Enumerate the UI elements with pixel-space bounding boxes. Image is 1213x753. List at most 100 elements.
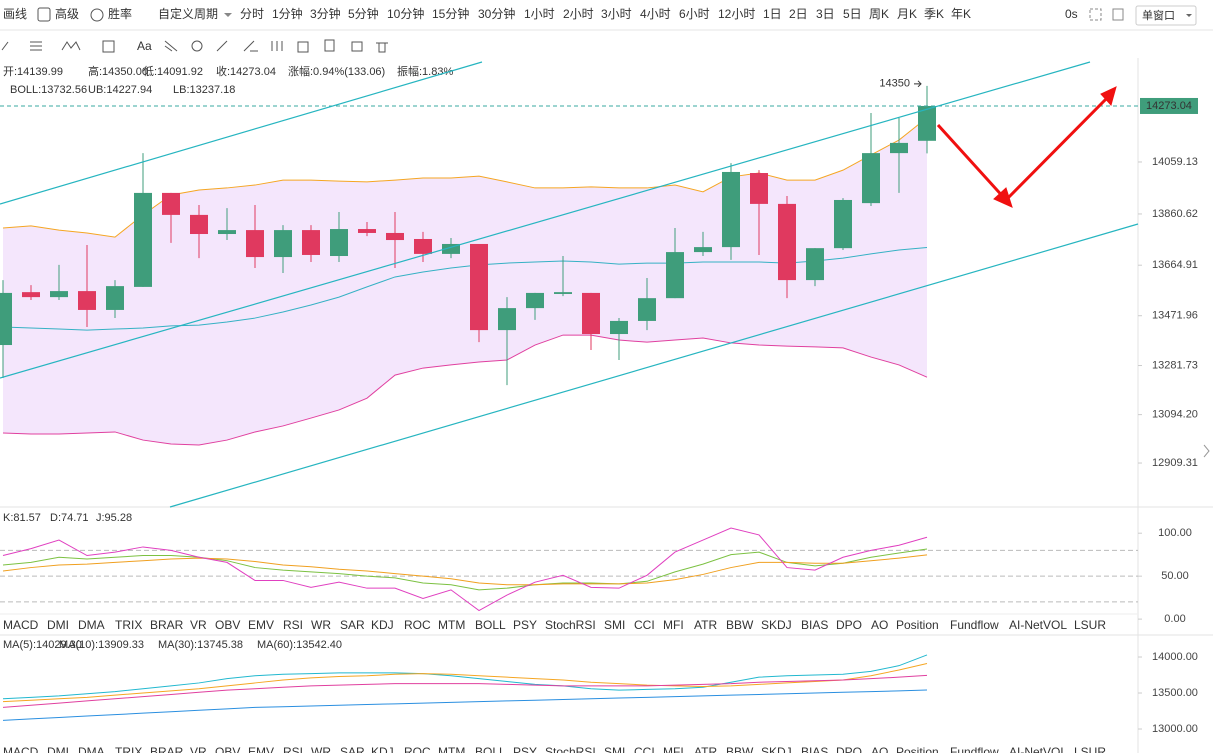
tool-icon[interactable] bbox=[351, 41, 363, 52]
tool-icon[interactable] bbox=[216, 40, 228, 52]
tool-icon[interactable] bbox=[271, 41, 283, 51]
indicator-tab[interactable]: Position bbox=[896, 745, 939, 753]
indicator-tab[interactable]: AO bbox=[871, 618, 888, 632]
indicator-tab[interactable]: RSI bbox=[283, 618, 303, 632]
indicator-tab[interactable]: BOLL bbox=[475, 618, 506, 632]
period-button[interactable]: 3分钟 bbox=[310, 6, 341, 21]
indicator-tab[interactable]: MFI bbox=[663, 618, 684, 632]
period-button[interactable]: 1小时 bbox=[524, 7, 555, 21]
indicator-tab[interactable]: VR bbox=[190, 618, 207, 632]
custom-period-button[interactable]: 自定义周期 bbox=[158, 6, 218, 21]
period-button[interactable]: 2日 bbox=[789, 7, 808, 21]
indicator-tab[interactable]: MACD bbox=[3, 618, 39, 632]
indicator-tab[interactable]: ROC bbox=[404, 745, 431, 753]
indicator-tab[interactable]: StochRSI bbox=[545, 618, 596, 632]
indicator-tab[interactable]: SMI bbox=[604, 745, 625, 753]
period-button[interactable]: 周K bbox=[869, 7, 889, 21]
period-button[interactable]: 30分钟 bbox=[478, 6, 515, 21]
advanced-button[interactable]: 高级 bbox=[55, 6, 79, 21]
indicator-tab[interactable]: BBW bbox=[726, 618, 754, 632]
indicator-tab[interactable]: ROC bbox=[404, 618, 431, 632]
indicator-tab[interactable]: DPO bbox=[836, 618, 862, 632]
indicator-tab[interactable]: LSUR bbox=[1074, 745, 1106, 753]
period-button[interactable]: 月K bbox=[897, 7, 917, 21]
draw-button[interactable]: 画线 bbox=[3, 7, 27, 21]
period-button[interactable]: 3小时 bbox=[601, 7, 632, 21]
period-button[interactable]: 分时 bbox=[240, 7, 264, 21]
tool-icon[interactable] bbox=[30, 41, 42, 51]
tool-icon[interactable] bbox=[61, 41, 81, 51]
indicator-tab[interactable]: PSY bbox=[513, 618, 537, 632]
tool-icon[interactable] bbox=[297, 41, 309, 53]
indicator-tab[interactable]: CCI bbox=[634, 618, 655, 632]
indicator-tab[interactable]: KDJ bbox=[371, 745, 394, 753]
tool-icon[interactable] bbox=[376, 42, 388, 53]
indicator-tab[interactable]: Fundflow bbox=[950, 618, 999, 632]
indicator-tab[interactable]: LSUR bbox=[1074, 618, 1106, 632]
period-button[interactable]: 10分钟 bbox=[387, 6, 424, 21]
indicator-tab[interactable]: VR bbox=[190, 745, 207, 753]
screenshot-icon[interactable] bbox=[1112, 8, 1124, 21]
indicator-tab[interactable]: Fundflow bbox=[950, 745, 999, 753]
indicator-tab[interactable]: SKDJ bbox=[761, 745, 792, 753]
indicator-tab[interactable]: CCI bbox=[634, 745, 655, 753]
indicator-tab[interactable]: DMI bbox=[47, 618, 69, 632]
indicator-tab[interactable]: DPO bbox=[836, 745, 862, 753]
period-button[interactable]: 15分钟 bbox=[432, 6, 469, 21]
period-button[interactable]: 3日 bbox=[816, 7, 835, 21]
indicator-tab[interactable]: DMA bbox=[78, 618, 105, 632]
indicator-tab[interactable]: SMI bbox=[604, 618, 625, 632]
indicator-tab[interactable]: SKDJ bbox=[761, 618, 792, 632]
indicator-tab[interactable]: DMI bbox=[47, 745, 69, 753]
indicator-tab[interactable]: Position bbox=[896, 618, 939, 632]
indicator-tab[interactable]: AI-NetVOL bbox=[1009, 618, 1067, 632]
tool-icon[interactable] bbox=[164, 40, 178, 52]
indicator-tab[interactable]: WR bbox=[311, 618, 331, 632]
period-button[interactable]: 1分钟 bbox=[272, 6, 303, 21]
indicator-tab[interactable]: EMV bbox=[248, 745, 274, 753]
period-button[interactable]: 年K bbox=[951, 7, 971, 21]
period-button[interactable]: 5分钟 bbox=[348, 6, 379, 21]
indicator-tab[interactable]: BIAS bbox=[801, 745, 828, 753]
period-button[interactable]: 季K bbox=[924, 7, 944, 21]
tool-icon[interactable] bbox=[1, 41, 9, 51]
period-button[interactable]: 2小时 bbox=[563, 7, 594, 21]
period-button[interactable]: 5日 bbox=[843, 7, 862, 21]
period-button[interactable]: 4小时 bbox=[640, 7, 671, 21]
indicator-tab[interactable]: WR bbox=[311, 745, 331, 753]
tool-icon[interactable] bbox=[102, 40, 115, 53]
indicator-tab[interactable]: MACD bbox=[3, 745, 39, 753]
indicator-tab[interactable]: RSI bbox=[283, 745, 303, 753]
indicator-tab[interactable]: ATR bbox=[694, 745, 717, 753]
indicator-tab[interactable]: ATR bbox=[694, 618, 717, 632]
font-tool[interactable]: Aa bbox=[137, 39, 152, 53]
indicator-tab[interactable]: BBW bbox=[726, 745, 754, 753]
indicator-tab[interactable]: PSY bbox=[513, 745, 537, 753]
period-button[interactable]: 12小时 bbox=[718, 7, 755, 21]
indicator-tab[interactable]: DMA bbox=[78, 745, 105, 753]
indicator-tab[interactable]: MTM bbox=[438, 745, 465, 753]
side-collapse[interactable] bbox=[1203, 444, 1210, 458]
indicator-tab[interactable]: TRIX bbox=[115, 618, 142, 632]
winrate-button[interactable]: 胜率 bbox=[108, 6, 132, 21]
fullscreen-icon[interactable] bbox=[1089, 8, 1102, 21]
indicator-tab[interactable]: BRAR bbox=[150, 618, 184, 632]
indicator-tab[interactable]: AO bbox=[871, 745, 888, 753]
indicator-tab[interactable]: EMV bbox=[248, 618, 274, 632]
indicator-tab[interactable]: MTM bbox=[438, 618, 465, 632]
indicator-tab[interactable]: TRIX bbox=[115, 745, 142, 753]
indicator-tab[interactable]: BIAS bbox=[801, 618, 828, 632]
indicator-tab[interactable]: KDJ bbox=[371, 618, 394, 632]
indicator-tab[interactable]: BOLL bbox=[475, 745, 506, 753]
indicator-tab[interactable]: BRAR bbox=[150, 745, 184, 753]
indicator-tab[interactable]: StochRSI bbox=[545, 745, 596, 753]
period-button[interactable]: 6小时 bbox=[679, 7, 710, 21]
tool-icon[interactable] bbox=[324, 39, 335, 52]
indicator-tab[interactable]: OBV bbox=[215, 745, 240, 753]
tool-icon[interactable] bbox=[191, 40, 203, 52]
indicator-tab[interactable]: SAR bbox=[340, 618, 365, 632]
indicator-tab[interactable]: OBV bbox=[215, 618, 240, 632]
indicator-tab[interactable]: AI-NetVOL bbox=[1009, 745, 1067, 753]
tool-icon[interactable] bbox=[243, 40, 258, 52]
window-select[interactable] bbox=[1135, 5, 1197, 26]
